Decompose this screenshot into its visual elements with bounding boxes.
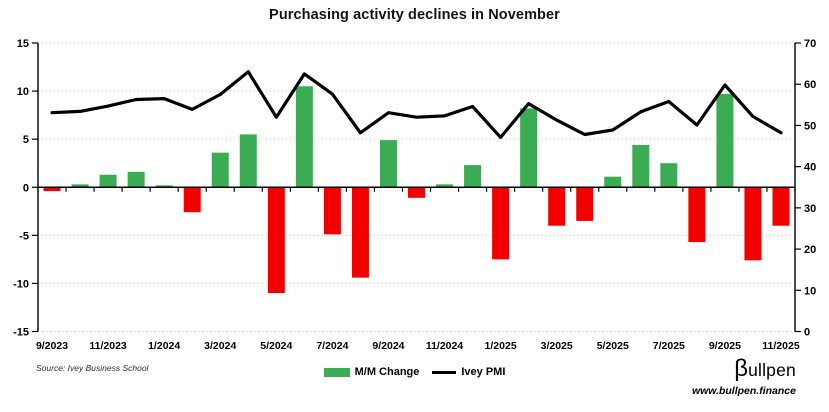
x-axis-category-label: 11/2023 [89, 340, 127, 352]
x-axis-category-label: 9/2024 [372, 340, 404, 352]
chart-title: Purchasing activity declines in November [269, 7, 560, 23]
mm-change-bar [716, 93, 734, 188]
right-axis-tick-label: 20 [804, 244, 816, 256]
mm-change-bar [99, 174, 117, 188]
x-axis-category-label: 7/2025 [653, 340, 685, 352]
mm-change-bar [127, 171, 145, 188]
x-axis-category-label: 11/2025 [762, 340, 800, 352]
mm-change-bar [239, 134, 257, 188]
right-axis-tick-label: 0 [804, 327, 810, 339]
chart-legend: M/M Change Ivey PMI [0, 366, 829, 378]
right-axis-tick-label: 10 [804, 285, 816, 297]
left-axis-tick-label: -5 [19, 230, 29, 242]
mm-change-bar [379, 140, 397, 188]
ivey-pmi-line [50, 70, 783, 139]
source-note: Source: Ivey Business School [36, 363, 149, 373]
mm-change-bar [604, 176, 622, 188]
mm-change-bar [267, 187, 285, 294]
x-axis-category-label: 3/2024 [204, 340, 236, 352]
right-axis-tick-label: 70 [804, 38, 816, 50]
legend-label-ivey-pmi: Ivey PMI [461, 366, 506, 378]
logo-wordmark: ullpen [748, 360, 796, 380]
right-axis-tick-label: 50 [804, 120, 816, 132]
x-axis-category-label: 9/2025 [709, 340, 741, 352]
mm-change-bar [576, 187, 594, 221]
x-axis-category-label: 1/2024 [148, 340, 180, 352]
left-axis-tick-label: 5 [23, 134, 29, 146]
logo-beta-glyph: β [734, 355, 749, 382]
x-axis-category-label: 9/2023 [36, 340, 68, 352]
bullpen-logo: βullpen [692, 356, 796, 385]
mm-change-bar [772, 187, 790, 226]
mm-change-bar [323, 187, 341, 235]
mm-change-bar [155, 185, 173, 188]
legend-item-ivey-pmi: Ivey PMI [432, 366, 505, 378]
x-axis-category-label: 11/2024 [426, 340, 464, 352]
mm-change-bar [688, 187, 706, 243]
legend-item-mm-change: M/M Change [323, 366, 420, 378]
mm-change-bar [351, 187, 369, 278]
x-axis-category-label: 1/2025 [485, 340, 517, 352]
x-axis-category-label: 3/2025 [541, 340, 573, 352]
mm-change-bar [520, 108, 538, 188]
mm-change-bar [744, 187, 762, 261]
left-axis-tick-label: -10 [13, 278, 29, 290]
mm-change-bar [632, 144, 650, 188]
brand-url: www.bullpen.finance [691, 385, 796, 397]
brand-block: βullpen www.bullpen.finance [691, 356, 796, 398]
left-axis-tick-label: -15 [13, 327, 29, 339]
x-axis-category-label: 7/2024 [316, 340, 348, 352]
left-axis-tick-label: 0 [23, 182, 29, 194]
ivey-pmi-swatch-icon [432, 370, 457, 374]
mm-change-bar [436, 184, 454, 188]
mm-change-bar [71, 184, 89, 188]
mm-change-bar [548, 187, 566, 226]
right-axis-tick-label: 30 [804, 203, 816, 215]
mm-change-bar [492, 187, 510, 260]
mm-change-bar [660, 163, 678, 188]
mm-change-bar [183, 187, 201, 213]
mm-change-bar [43, 187, 61, 192]
right-axis-tick-label: 60 [804, 79, 816, 91]
mm-change-bar [408, 187, 425, 198]
x-axis-category-label: 5/2025 [597, 340, 629, 352]
x-axis-category-label: 5/2024 [260, 340, 292, 352]
mm-change-bar [295, 86, 313, 188]
left-axis-tick-label: 15 [17, 38, 29, 50]
mm-change-bar [464, 165, 482, 188]
left-axis-tick-label: 10 [17, 86, 29, 98]
legend-label-mm-change: M/M Change [354, 366, 420, 378]
mm-change-swatch-icon [323, 367, 350, 377]
mm-change-bar [211, 152, 229, 188]
right-axis-tick-label: 40 [804, 162, 816, 174]
